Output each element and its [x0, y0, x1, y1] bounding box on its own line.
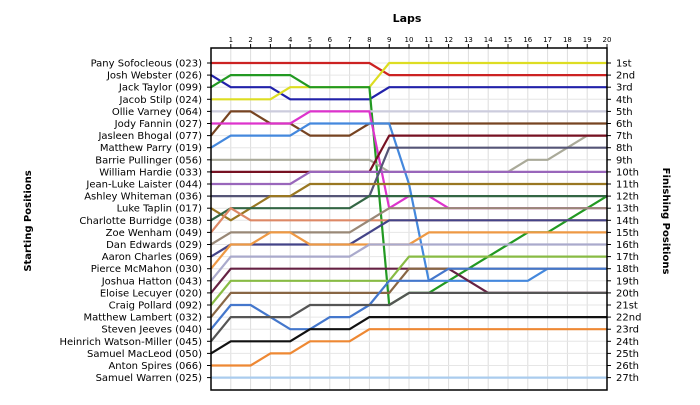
series-line-13 — [210, 182, 607, 222]
x-tick-label: 14 — [484, 36, 493, 44]
x-tick-label: 20 — [603, 36, 612, 44]
starting-position-label: Joshua Hatton (043) — [101, 276, 202, 287]
finishing-position-label: 6th — [616, 119, 633, 130]
starting-position-label: Pany Sofocleous (023) — [91, 59, 203, 70]
series-line-11 — [211, 170, 607, 186]
series-line-21 — [210, 255, 607, 306]
x-tick-label: 11 — [424, 36, 433, 44]
x-tick-label: 2 — [248, 36, 252, 44]
series-line-3 — [211, 61, 607, 101]
finishing-position-label: 1st — [616, 59, 632, 70]
series-line-1 — [211, 61, 607, 77]
starting-position-label: Jasleen Bhogal (077) — [97, 131, 202, 142]
starting-position-label: Jack Taylor (099) — [118, 83, 202, 94]
finishing-position-label: 10th — [616, 167, 639, 178]
finishing-position-label: 5th — [616, 107, 633, 118]
finishing-position-label: 8th — [616, 143, 633, 154]
finishing-position-label: 17th — [616, 252, 639, 263]
starting-position-label: Aaron Charles (069) — [102, 252, 202, 263]
finishing-position-label: 27th — [616, 373, 639, 384]
finishing-position-label: 25th — [616, 349, 639, 360]
starting-position-label: William Hardie (033) — [99, 167, 202, 178]
finishing-position-label: 24th — [616, 337, 639, 348]
starting-position-label: Ollie Varney (064) — [112, 107, 202, 118]
starting-position-label: Samuel Warren (025) — [96, 373, 203, 384]
starting-position-label: Jody Fannin (027) — [114, 119, 202, 130]
starting-position-label: Heinrich Watson-Miller (045) — [59, 337, 202, 348]
finishing-position-label: 12th — [616, 192, 639, 203]
finishing-position-label: 19th — [616, 276, 639, 287]
starting-position-label: Josh Webster (026) — [106, 71, 202, 82]
starting-position-label: Dan Edwards (029) — [106, 240, 202, 251]
starting-position-label: Matthew Lambert (032) — [84, 313, 203, 324]
finishing-position-label: 18th — [616, 264, 639, 275]
starting-position-label: Matthew Parry (019) — [100, 143, 202, 154]
x-tick-label: 1 — [229, 36, 233, 44]
x-tick-label: 10 — [405, 36, 414, 44]
series-line-19 — [210, 243, 607, 282]
starting-position-label: Barrie Pullinger (056) — [95, 155, 202, 166]
finishing-position-label: 26th — [616, 361, 639, 372]
x-tick-label: 5 — [308, 36, 312, 44]
x-tick-label: 3 — [268, 36, 272, 44]
finishing-position-label: 11th — [616, 180, 639, 191]
chart-title: Laps — [393, 12, 422, 25]
x-tick-label: 9 — [387, 36, 391, 44]
finishing-position-label: 13th — [616, 204, 639, 215]
series-line-14 — [210, 195, 607, 222]
series-line-24 — [210, 291, 607, 342]
starting-position-label: Steven Jeeves (040) — [101, 325, 202, 336]
x-axis-ticks: 1 2 3 4 5 6 7 8 9 10 11 12 13 14 15 16 17 18 19 20 — [229, 36, 612, 48]
x-tick-label: 19 — [583, 36, 592, 44]
finishing-position-label: 7th — [616, 131, 633, 142]
starting-position-label: Eloise Lecuyer (020) — [100, 288, 202, 299]
finishing-position-label: 4th — [616, 95, 633, 106]
x-tick-label: 7 — [347, 36, 351, 44]
x-tick-label: 13 — [464, 36, 473, 44]
x-tick-label: 18 — [563, 36, 572, 44]
x-tick-label: 4 — [288, 36, 293, 44]
series-line-17 — [210, 219, 607, 258]
starting-position-label: Anton Spires (066) — [108, 361, 202, 372]
x-tick-label: 17 — [543, 36, 552, 44]
finishing-position-label: 15th — [616, 228, 639, 239]
finishing-position-label: 21st — [616, 301, 638, 312]
starting-position-label: Jacob Stilp (024) — [119, 95, 203, 106]
finishing-position-label: 22nd — [616, 313, 641, 324]
finishing-position-label: 3rd — [616, 83, 633, 94]
starting-position-label: Luke Taplin (017) — [117, 204, 202, 215]
x-tick-label: 6 — [328, 36, 333, 44]
finishing-position-label: 20th — [616, 288, 639, 299]
series-line-25 — [210, 316, 607, 355]
x-tick-label: 12 — [444, 36, 453, 44]
starting-position-label: Jean-Luke Laister (044) — [85, 180, 202, 191]
starting-position-labels: Pany Sofocleous (023)Josh Webster (026)J… — [59, 59, 211, 384]
finishing-position-label: 23rd — [616, 325, 639, 336]
series-line-2 — [210, 74, 607, 101]
series-line-23 — [210, 267, 607, 331]
finishing-position-label: 9th — [616, 155, 633, 166]
starting-position-label: Ashley Whiteman (036) — [84, 192, 202, 203]
x-tick-label: 16 — [523, 36, 532, 44]
finishing-position-labels: 1st2nd3rd4th5th6th7th8th9th10th11th12th1… — [607, 59, 641, 384]
starting-position-label: Zoe Wenham (049) — [106, 228, 202, 239]
y-axis-label-right: Finishing Positions — [660, 168, 671, 275]
series-line-26 — [211, 328, 607, 367]
finishing-position-label: 2nd — [616, 71, 635, 82]
y-axis-label-left: Starting Positions — [23, 170, 34, 271]
starting-position-label: Samuel MacLeod (050) — [87, 349, 202, 360]
x-tick-label: 8 — [367, 36, 371, 44]
series-lines — [210, 61, 608, 379]
series-line-10 — [211, 134, 607, 173]
finishing-position-label: 16th — [616, 240, 639, 251]
starting-position-label: Craig Pollard (092) — [109, 301, 202, 312]
x-tick-label: 15 — [504, 36, 513, 44]
starting-position-label: Charlotte Burridge (038) — [79, 216, 202, 227]
finishing-position-label: 14th — [616, 216, 639, 227]
starting-position-label: Pierce McMahon (030) — [91, 264, 202, 275]
